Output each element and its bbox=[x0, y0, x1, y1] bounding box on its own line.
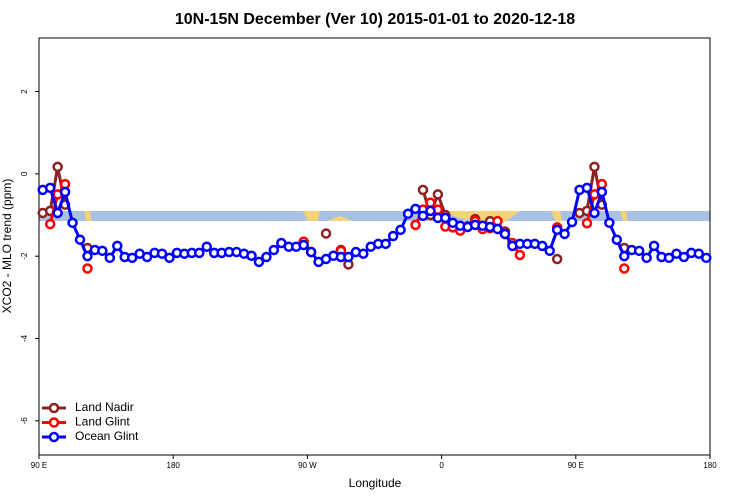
data-point bbox=[648, 240, 660, 252]
data-point bbox=[604, 217, 615, 229]
data-point bbox=[305, 246, 317, 258]
data-point bbox=[663, 252, 675, 264]
data-point bbox=[678, 251, 690, 263]
x-tick-label: 90 W bbox=[298, 461, 317, 470]
x-tick-label: 90 E bbox=[568, 461, 584, 470]
data-point bbox=[417, 210, 429, 222]
x-axis-label: Longitude bbox=[349, 476, 402, 490]
data-point bbox=[410, 203, 421, 215]
data-point bbox=[261, 251, 272, 263]
data-point bbox=[499, 228, 511, 240]
data-point bbox=[67, 217, 78, 229]
data-point bbox=[514, 249, 526, 261]
data-point bbox=[253, 256, 265, 268]
data-point bbox=[44, 218, 56, 230]
data-point bbox=[380, 238, 391, 250]
data-point bbox=[425, 197, 436, 208]
legend-label: Land Glint bbox=[75, 415, 130, 429]
data-point bbox=[194, 247, 205, 259]
legend-marker bbox=[48, 431, 60, 443]
y-tick-label: -4 bbox=[20, 334, 29, 342]
legend-label: Land Nadir bbox=[75, 400, 134, 414]
data-point bbox=[52, 161, 63, 173]
data-point bbox=[268, 244, 280, 256]
y-tick-label: 0 bbox=[20, 171, 29, 176]
data-point bbox=[320, 228, 332, 239]
data-point bbox=[544, 245, 555, 257]
data-point bbox=[126, 252, 138, 264]
data-point bbox=[59, 186, 71, 198]
plot-frame bbox=[38, 37, 711, 456]
data-point bbox=[410, 219, 421, 231]
data-point bbox=[432, 189, 444, 200]
data-point bbox=[387, 230, 399, 242]
x-tick-label: 0 bbox=[439, 461, 444, 470]
data-point bbox=[82, 250, 93, 262]
data-point bbox=[112, 240, 123, 252]
y-tick-label: -2 bbox=[20, 252, 29, 260]
data-point bbox=[581, 217, 593, 229]
data-point bbox=[641, 252, 652, 264]
x-tick-label: 180 bbox=[703, 461, 717, 470]
data-point bbox=[298, 239, 309, 251]
data-point bbox=[596, 186, 608, 198]
data-point bbox=[551, 253, 563, 265]
legend-label: Ocean Glint bbox=[75, 429, 139, 443]
data-point bbox=[52, 207, 63, 219]
chart-title: 10N-15N December (Ver 10) 2015-01-01 to … bbox=[175, 11, 575, 28]
data-point bbox=[589, 161, 600, 173]
data-point bbox=[97, 245, 108, 257]
x-tick-label: 90 E bbox=[31, 461, 47, 470]
data-point bbox=[537, 240, 548, 252]
data-point bbox=[559, 228, 570, 240]
data-point bbox=[566, 216, 578, 228]
data-point bbox=[141, 251, 153, 263]
data-point bbox=[611, 234, 623, 245]
legend-marker bbox=[48, 417, 60, 428]
data-point bbox=[74, 234, 86, 245]
data-point bbox=[492, 223, 503, 235]
y-axis-label: XCO2 - MLO trend (ppm) bbox=[0, 179, 14, 314]
data-point bbox=[619, 250, 630, 262]
data-point bbox=[581, 182, 593, 194]
data-point bbox=[395, 224, 406, 236]
data-point bbox=[701, 252, 712, 264]
data-point bbox=[164, 252, 175, 264]
data-point bbox=[633, 245, 645, 257]
data-point bbox=[589, 207, 600, 219]
x-tick-label: 180 bbox=[167, 461, 181, 470]
data-point bbox=[201, 241, 212, 252]
data-point bbox=[82, 263, 93, 274]
data-point bbox=[551, 224, 563, 236]
data-point bbox=[425, 205, 436, 217]
data-point bbox=[440, 212, 451, 224]
legend-marker bbox=[48, 402, 60, 414]
y-tick-label: -6 bbox=[20, 417, 29, 425]
data-point bbox=[358, 248, 369, 259]
data-point bbox=[402, 208, 414, 220]
y-tick-label: 2 bbox=[20, 89, 29, 94]
data-point bbox=[343, 251, 354, 263]
data-point bbox=[619, 263, 630, 274]
ocean-band bbox=[39, 211, 710, 221]
data-point bbox=[246, 250, 257, 262]
data-point bbox=[104, 252, 116, 264]
data-point bbox=[693, 248, 705, 259]
data-point bbox=[44, 182, 56, 194]
data-point bbox=[156, 248, 168, 259]
data-point bbox=[417, 184, 429, 196]
